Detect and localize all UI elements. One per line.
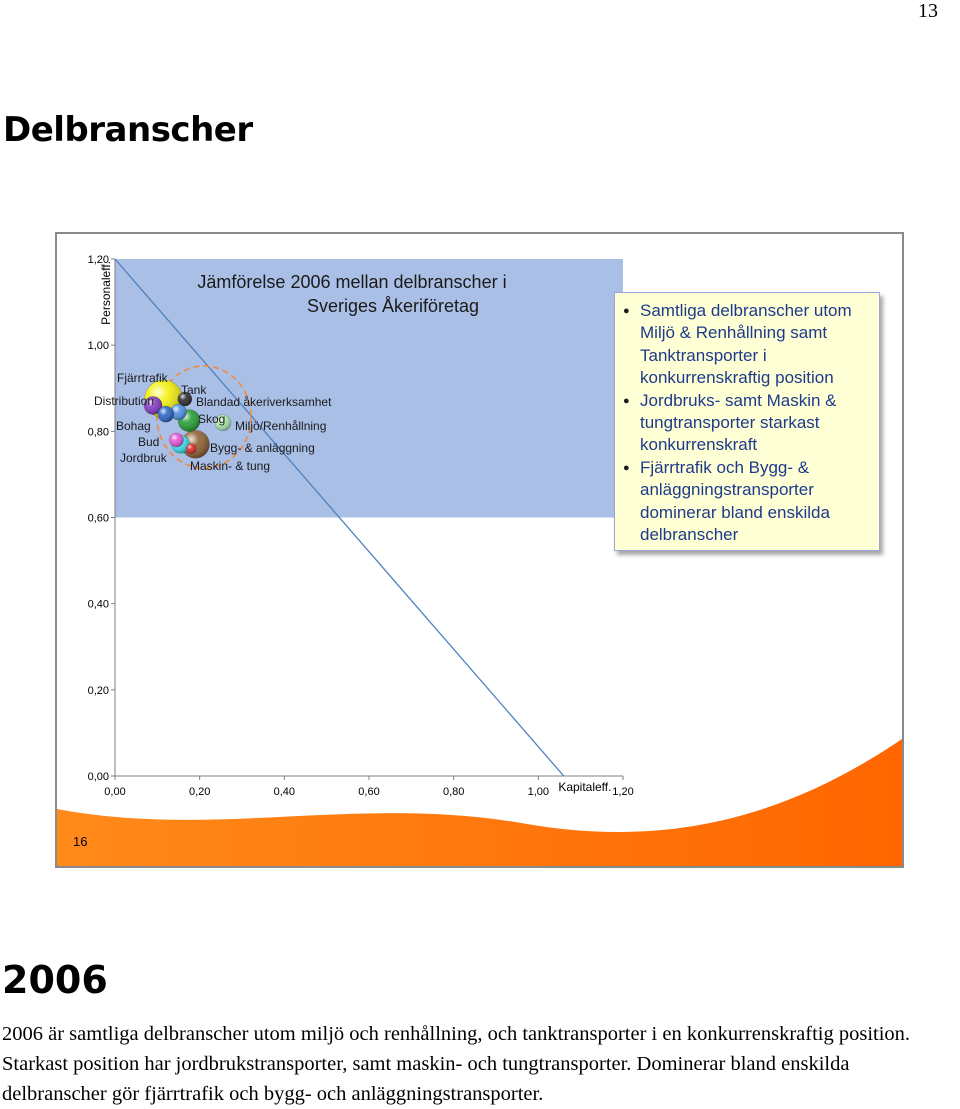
callout-bullet: ● Samtliga delbranscher utom Miljö & Renh… xyxy=(623,300,873,390)
x-tick-label: 0,80 xyxy=(443,786,464,798)
bullet-dot-icon: ● xyxy=(623,305,630,317)
point-labels: Fjärrtrafik Tank Distribution Blandad åkeri… xyxy=(94,371,332,473)
x-tick-label: 0,00 xyxy=(104,786,125,798)
point-label: Distribution xyxy=(94,394,154,408)
section-title: Delbranscher xyxy=(3,110,253,150)
callout-bullet-text: Jordbruks- samt Maskin & tungtransporter… xyxy=(640,390,837,455)
bullet-dot-icon: ● xyxy=(623,394,630,407)
point-label: Bohag xyxy=(116,419,151,433)
x-tick-label: 0,20 xyxy=(189,786,210,798)
page-number: 13 xyxy=(918,0,938,22)
body-paragraph: 2006 är samtliga delbranscher utom miljö… xyxy=(2,1023,911,1105)
bubble-shine xyxy=(169,432,184,447)
x-tick-label: 1,00 xyxy=(528,786,549,798)
slide: 0,00 0,20 0,40 0,60 0,80 1,00 1,20 0,00 0,20 0,40… xyxy=(55,232,904,868)
point-label: Fjärrtrafik xyxy=(117,371,169,385)
year-heading: 2006 xyxy=(2,958,108,1002)
x-tick-label: 0,60 xyxy=(358,786,379,798)
bullet-dot-icon: ● xyxy=(623,461,630,474)
bubble-chart: 0,00 0,20 0,40 0,60 0,80 1,00 1,20 0,00 0,20 0,40… xyxy=(57,254,902,866)
bubble-shine xyxy=(170,403,187,420)
shaded-region xyxy=(115,259,623,518)
bubble-shine xyxy=(144,396,163,415)
callout-bullet-text: Fjärrtrafik och Bygg- & anläggningstrans… xyxy=(640,457,830,545)
chart-title-line1: Jämförelse 2006 mellan delbranscher i xyxy=(197,272,506,292)
bubble-shine xyxy=(177,392,192,407)
bubble-shine xyxy=(186,443,197,454)
point-label: Jordbruk xyxy=(120,451,168,465)
y-tick-label: 0,00 xyxy=(88,771,109,783)
bubble-shine xyxy=(214,414,231,431)
callout-bullet: ● Fjärrtrafik och Bygg- & anläggningstran… xyxy=(623,457,873,547)
bubble-shine xyxy=(157,406,174,423)
trend-line xyxy=(114,258,565,777)
point-label: Bygg- & anläggning xyxy=(210,441,315,455)
point-label: Blandad åkeriverksamhet xyxy=(196,395,332,409)
slide-number: 16 xyxy=(73,834,88,849)
point-label: Miljö/Renhållning xyxy=(235,419,326,433)
chart-title-line2: Sveriges Åkeriföretag xyxy=(307,296,479,316)
y-axis-label: Personaleff. xyxy=(99,261,113,325)
callout-box: ● Samtliga delbranscher utom Miljö & Renh… xyxy=(614,292,880,551)
callout-bullet-text: Samtliga delbranscher utom Miljö & Renhå… xyxy=(640,301,852,388)
y-tick-label: 1,20 xyxy=(88,254,109,266)
y-tick-label: 0,60 xyxy=(88,513,109,525)
point-label: Skog xyxy=(198,412,225,426)
x-axis-label: Kapitaleff. xyxy=(558,780,611,794)
point-label: Tank xyxy=(181,383,207,397)
y-tick-label: 1,00 xyxy=(88,340,109,352)
y-tick-label: 0,40 xyxy=(88,599,109,611)
y-tick-label: 0,20 xyxy=(88,685,109,697)
callout-bullet: ● Jordbruks- samt Maskin & tungtransporte… xyxy=(623,390,873,457)
plot-area: 0,00 0,20 0,40 0,60 0,80 1,00 1,20 0,00 0,20 0,40… xyxy=(88,254,634,798)
x-tick-label: 1,20 xyxy=(612,786,633,798)
point-label: Maskin- & tung xyxy=(190,459,270,473)
x-tick-label: 0,40 xyxy=(274,786,295,798)
orange-ribbon xyxy=(57,739,902,866)
y-tick-label: 0,80 xyxy=(88,426,109,438)
cluster-highlight xyxy=(156,365,252,469)
point-label: Bud xyxy=(138,435,159,449)
